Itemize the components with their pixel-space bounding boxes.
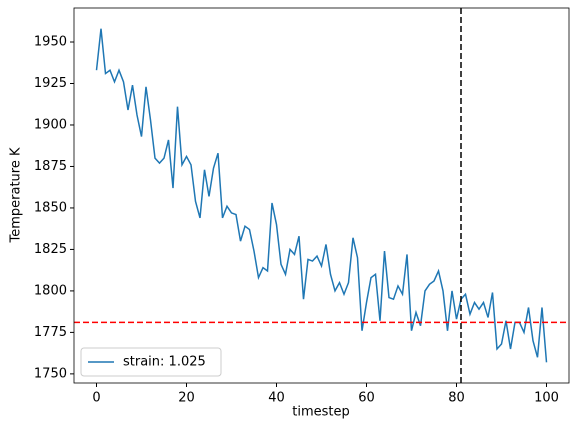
x-tick-label: 80 xyxy=(448,391,465,406)
x-axis-label: timestep xyxy=(292,405,350,420)
x-tick-label: 40 xyxy=(268,391,285,406)
y-tick-label: 1800 xyxy=(34,283,67,298)
y-tick-label: 1900 xyxy=(34,117,67,132)
x-tick-label: 100 xyxy=(534,391,559,406)
y-tick-label: 1950 xyxy=(34,35,67,50)
x-tick-label: 20 xyxy=(178,391,195,406)
x-tick-label: 0 xyxy=(92,391,100,406)
y-tick-label: 1750 xyxy=(34,366,67,381)
x-tick-label: 60 xyxy=(358,391,375,406)
y-axis-label: Temperature K xyxy=(9,147,24,243)
y-tick-label: 1925 xyxy=(34,76,67,91)
line xyxy=(95,28,548,363)
legend-label: strain: 1.025 xyxy=(123,355,206,370)
y-tick-label: 1850 xyxy=(34,200,67,215)
y-tick-label: 1775 xyxy=(34,325,67,340)
legend-box xyxy=(80,347,222,377)
y-tick-label: 1875 xyxy=(34,159,67,174)
y-tick-label: 1825 xyxy=(34,242,67,257)
plot-frame xyxy=(73,7,570,384)
